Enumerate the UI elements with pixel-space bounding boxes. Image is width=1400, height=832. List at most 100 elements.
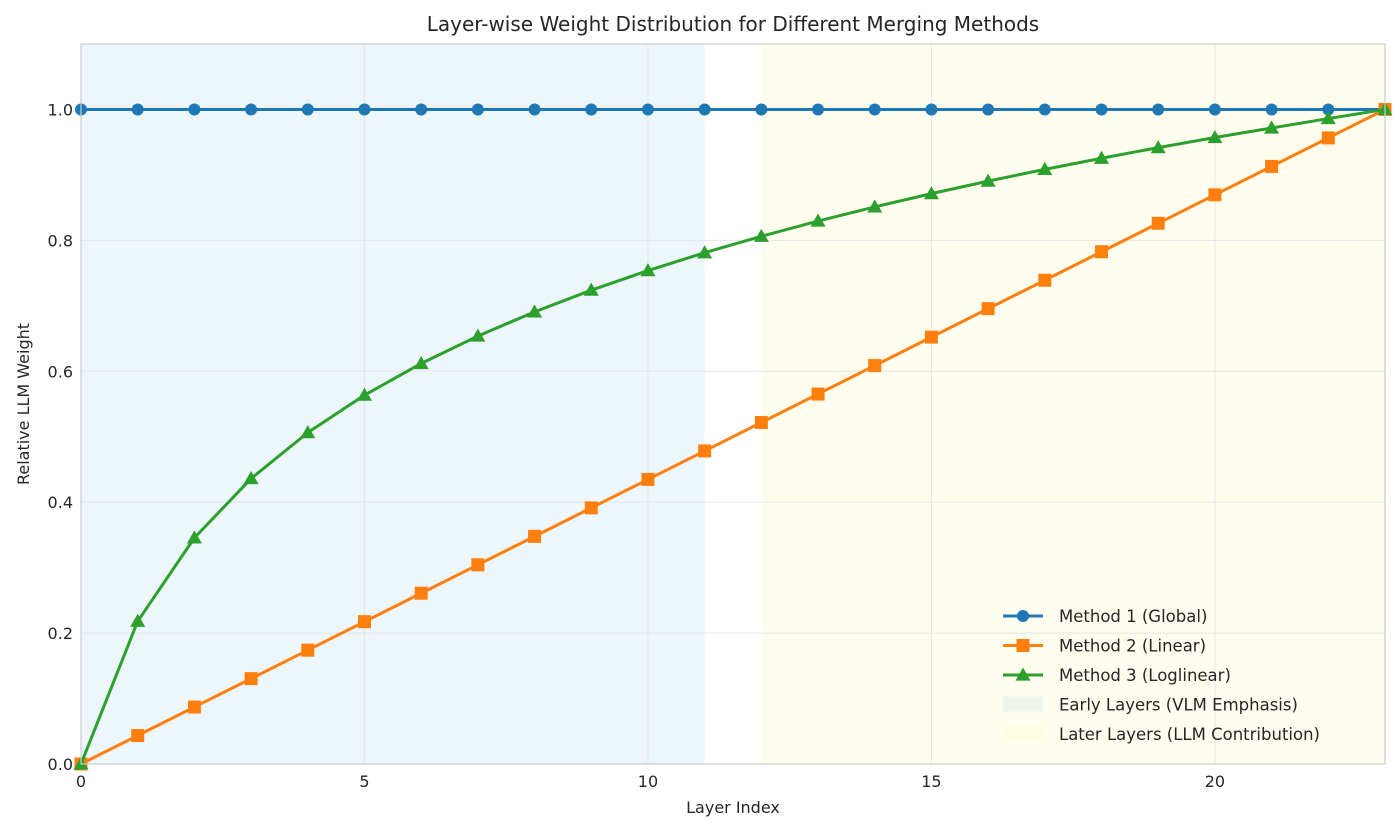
data-point [413, 355, 429, 370]
data-point [187, 700, 201, 714]
data-point [641, 472, 655, 486]
data-point [1208, 188, 1222, 202]
y-tick-label: 1.0 [48, 100, 73, 119]
data-point [982, 103, 995, 116]
legend-marker [1015, 667, 1031, 681]
data-point [245, 103, 258, 116]
data-point [640, 263, 656, 277]
x-tick-label: 15 [921, 772, 941, 791]
data-point [301, 643, 315, 657]
data-point [981, 302, 995, 316]
data-point [811, 387, 825, 401]
chart-title: Layer-wise Weight Distribution for Diffe… [427, 12, 1039, 36]
data-point [868, 359, 882, 373]
x-tick-label: 0 [76, 772, 86, 791]
data-point [131, 103, 144, 116]
region-0 [81, 44, 705, 764]
data-point [1094, 150, 1110, 164]
legend: Method 1 (Global) Method 2 (Linear) Method… [1003, 607, 1320, 744]
data-point [1207, 130, 1223, 144]
data-point [1208, 103, 1221, 116]
data-point [1320, 111, 1336, 125]
legend-marker [1017, 610, 1029, 622]
data-point [186, 530, 202, 544]
data-point [470, 328, 486, 342]
series-2 [74, 102, 1392, 771]
legend-swatch [1003, 696, 1043, 712]
y-tick-label: 0.0 [48, 755, 73, 774]
data-point [1321, 131, 1335, 145]
data-point [584, 501, 598, 515]
data-point [755, 103, 768, 116]
data-point [415, 103, 428, 116]
data-point [1095, 245, 1109, 259]
data-point [1264, 120, 1280, 134]
legend-swatch [1003, 726, 1043, 741]
tick-labels: 0 5 10 15 20 0.0 0.2 0.4 0.6 0.8 1.0 [48, 100, 1226, 791]
data-point [1151, 216, 1165, 230]
data-point [528, 103, 541, 116]
data-point [1265, 103, 1278, 116]
data-point [812, 103, 825, 116]
data-point [527, 304, 543, 318]
y-tick-label: 0.6 [48, 362, 73, 381]
data-point [357, 615, 371, 629]
highlight-regions [81, 44, 1385, 764]
data-point [1038, 103, 1051, 116]
data-point [300, 425, 316, 439]
legend-entry-label: Later Layers (LLM Contribution) [1059, 725, 1320, 744]
legend-entry-label: Method 2 (Linear) [1059, 637, 1206, 656]
data-point [868, 103, 881, 116]
data-point [925, 103, 938, 116]
data-point [698, 444, 712, 458]
gridlines [80, 44, 1385, 765]
data-point [131, 729, 145, 743]
data-point [243, 471, 259, 485]
series-line [79, 107, 1386, 765]
data-point [924, 330, 938, 344]
data-point [301, 103, 314, 116]
data-point [1152, 103, 1165, 116]
legend-entry-label: Early Layers (VLM Emphasis) [1059, 696, 1298, 715]
data-point [583, 282, 599, 296]
data-point [1038, 273, 1052, 287]
data-point [356, 387, 372, 401]
plot-frame [80, 43, 1386, 765]
data-point [754, 416, 768, 430]
data-point [1322, 103, 1335, 116]
data-point [810, 213, 826, 227]
series-layer [73, 101, 1393, 771]
data-point [471, 558, 485, 572]
data-point [528, 529, 542, 543]
data-point [923, 186, 939, 200]
y-axis-label: Relative LLM Weight [14, 323, 33, 485]
series-line [80, 108, 1386, 766]
data-point [471, 103, 484, 116]
x-tick-label: 5 [359, 772, 369, 791]
data-point [130, 613, 146, 627]
y-tick-label: 0.2 [48, 624, 73, 643]
x-axis-label: Layer Index [686, 798, 780, 817]
region-1 [761, 44, 1385, 764]
data-point [244, 672, 258, 686]
x-tick-label: 10 [638, 772, 658, 791]
data-point [188, 103, 201, 116]
data-point [697, 245, 713, 259]
data-point [980, 173, 996, 187]
data-point [1095, 103, 1108, 116]
legend-entry-label: Method 3 (Loglinear) [1059, 666, 1231, 685]
data-point [358, 103, 371, 116]
data-point [698, 103, 711, 116]
data-point [585, 103, 598, 116]
legend-entry-label: Method 1 (Global) [1059, 607, 1207, 626]
data-point [1037, 161, 1053, 175]
data-point [641, 103, 654, 116]
y-tick-label: 0.8 [48, 231, 73, 250]
data-point [1265, 159, 1279, 173]
data-point [867, 199, 883, 213]
x-tick-label: 20 [1205, 772, 1225, 791]
legend-marker [1016, 639, 1030, 652]
y-tick-label: 0.4 [48, 493, 73, 512]
